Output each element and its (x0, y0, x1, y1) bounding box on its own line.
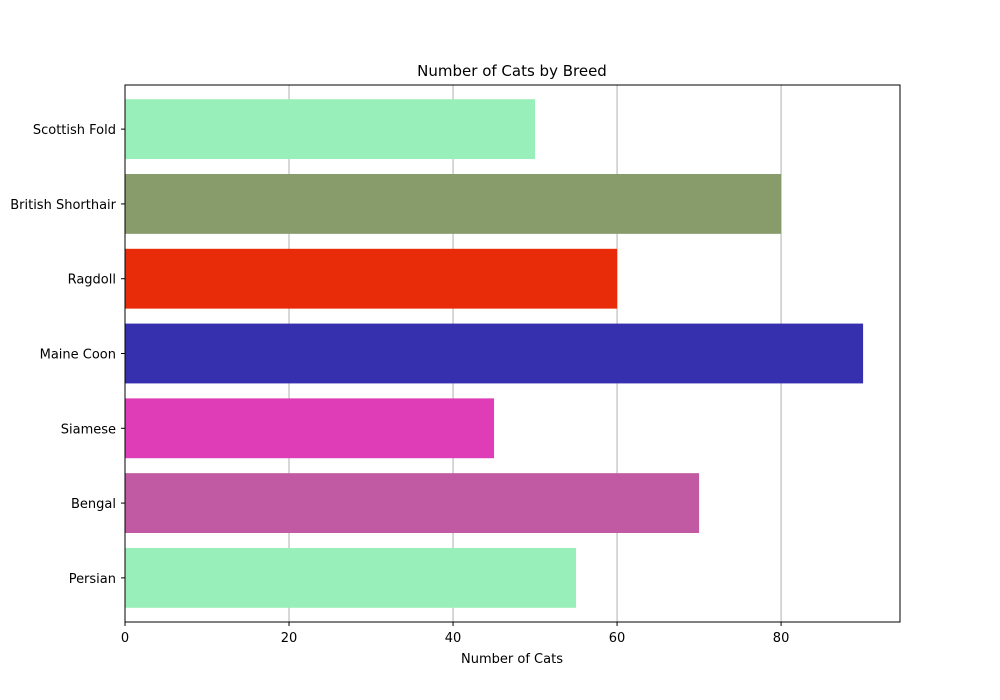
x-tick-label: 60 (609, 631, 626, 646)
y-tick-label: Scottish Fold (33, 123, 116, 138)
y-tick-label: Ragdoll (68, 273, 116, 288)
x-tick-label: 0 (121, 631, 129, 646)
y-tick-label: Bengal (71, 497, 116, 512)
bar-british-shorthair (125, 174, 782, 234)
bar-ragdoll (125, 248, 618, 309)
y-tick-label: Siamese (61, 422, 116, 437)
bar-scottish-fold (125, 99, 536, 160)
y-tick-label: British Shorthair (10, 198, 116, 213)
bar-maine-coon (125, 323, 864, 384)
bar-persian (125, 547, 577, 608)
y-tick-label: Maine Coon (40, 348, 116, 363)
bar-bengal (125, 473, 700, 533)
x-tick-label: 40 (445, 631, 462, 646)
x-tick-label: 80 (773, 631, 790, 646)
x-axis-title: Number of Cats (461, 652, 563, 667)
bars (125, 99, 864, 608)
y-tick-label: Persian (69, 572, 116, 587)
x-tick-label: 20 (281, 631, 298, 646)
chart-title: Number of Cats by Breed (417, 62, 607, 80)
bar-siamese (125, 398, 495, 459)
y-ticks: Persian Bengal Siamese Maine Coon Ragdoll Bri… (10, 123, 125, 587)
x-ticks: 0 20 40 60 80 (121, 622, 789, 646)
